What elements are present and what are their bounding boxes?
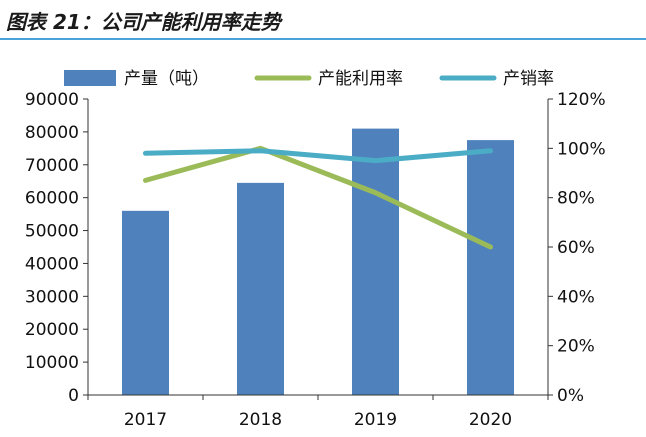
right-tick-label: 40%	[557, 287, 595, 307]
bar-series-group	[122, 128, 514, 395]
right-tick-label: 80%	[557, 189, 595, 209]
left-tick-label: 60000	[25, 189, 79, 209]
bar-2019	[352, 128, 399, 395]
left-tick-label: 50000	[25, 222, 79, 242]
chart-title: 图表 21：公司产能利用率走势	[6, 10, 281, 34]
right-tick-label: 60%	[557, 238, 595, 258]
right-tick-label: 100%	[557, 139, 606, 159]
chart-axes: 0 10000 20000 30000 40000 50000 60000 70000 8000…	[25, 90, 606, 430]
bar-2018	[237, 182, 284, 395]
production-chart: 产量（吨） 产能利用率 产销率 0 10000 20000 30000 40000 50000…	[25, 69, 606, 430]
chart-legend: 产量（吨） 产能利用率 产销率	[64, 69, 554, 89]
left-tick-label: 70000	[25, 156, 79, 176]
legend-label: 产量（吨）	[124, 69, 209, 89]
legend-label: 产能利用率	[318, 69, 403, 89]
left-tick-label: 20000	[25, 320, 79, 340]
x-tick-label: 2019	[354, 410, 397, 430]
left-tick-label: 10000	[25, 353, 79, 373]
x-tick-label: 2018	[239, 410, 282, 430]
chart-header: 图表 21：公司产能利用率走势	[0, 0, 646, 40]
line-series-2	[143, 148, 493, 164]
left-tick-label: 40000	[25, 254, 79, 274]
left-tick-label: 0	[68, 386, 79, 406]
x-tick-label: 2020	[469, 410, 512, 430]
x-tick-label: 2017	[124, 410, 167, 430]
bar-2017	[122, 210, 169, 395]
left-tick-label: 90000	[25, 90, 79, 110]
right-tick-label: 0%	[557, 386, 584, 406]
right-tick-label: 20%	[557, 337, 595, 357]
left-tick-label: 30000	[25, 287, 79, 307]
left-tick-label: 80000	[25, 123, 79, 143]
title-divider	[0, 38, 646, 40]
right-tick-label: 120%	[557, 90, 606, 110]
legend-swatch-bar	[64, 70, 116, 86]
line-series-group	[143, 145, 493, 250]
bar-2020	[467, 140, 514, 395]
line-series-1	[143, 145, 493, 250]
legend-label: 产销率	[503, 69, 554, 89]
